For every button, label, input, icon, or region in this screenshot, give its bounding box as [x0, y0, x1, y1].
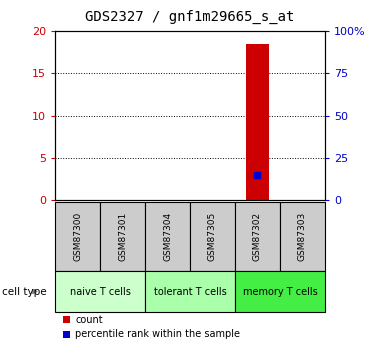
- Text: cell type: cell type: [2, 287, 46, 296]
- Text: count: count: [75, 315, 103, 325]
- Text: GSM87305: GSM87305: [208, 212, 217, 261]
- Text: percentile rank within the sample: percentile rank within the sample: [75, 329, 240, 339]
- Text: GSM87300: GSM87300: [73, 212, 82, 261]
- Text: GSM87303: GSM87303: [298, 212, 307, 261]
- Bar: [246, 44, 269, 200]
- Text: naive T cells: naive T cells: [70, 287, 130, 296]
- Text: GSM87304: GSM87304: [163, 212, 172, 261]
- Text: memory T cells: memory T cells: [242, 287, 317, 296]
- Text: GSM87301: GSM87301: [118, 212, 127, 261]
- Text: GDS2327 / gnf1m29665_s_at: GDS2327 / gnf1m29665_s_at: [86, 10, 294, 24]
- Text: GSM87302: GSM87302: [253, 212, 262, 261]
- Text: tolerant T cells: tolerant T cells: [154, 287, 226, 296]
